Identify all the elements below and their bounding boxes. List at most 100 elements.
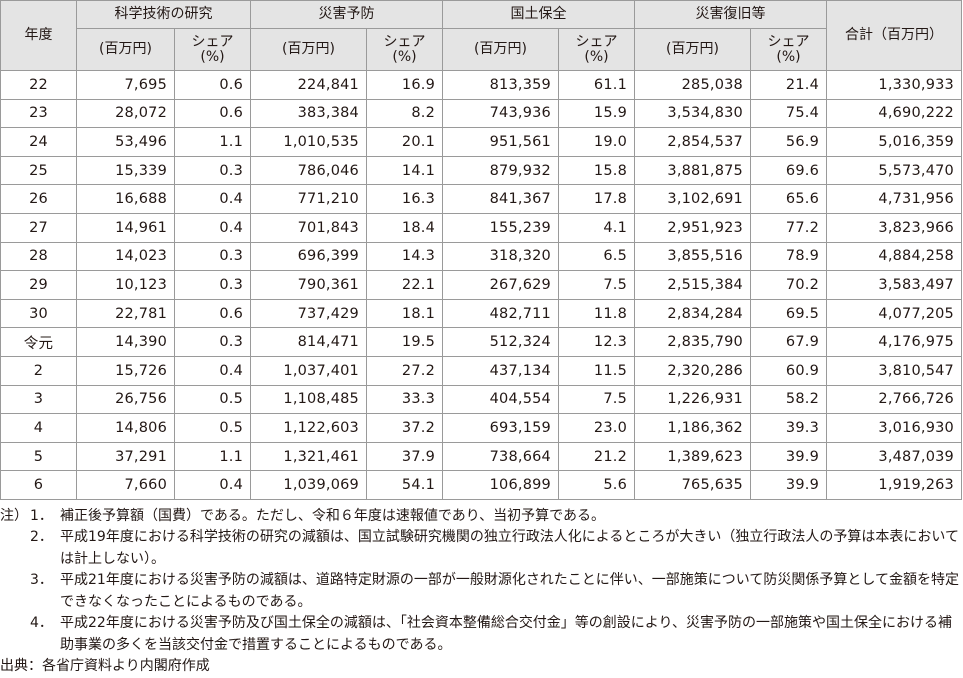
cell-total: 4,077,205 bbox=[826, 298, 962, 329]
table-row: 4 14,806 0.5 1,122,603 37.2 693,159 23.0 1,186,… bbox=[0, 413, 962, 443]
cell-prevention-amount: 1,321,461 bbox=[250, 441, 367, 472]
cell-science-amount: 14,390 bbox=[76, 327, 175, 357]
cell-prevention-share: 27.2 bbox=[366, 355, 443, 386]
cell-land-share: 61.1 bbox=[558, 70, 635, 100]
cell-land-share: 6.5 bbox=[558, 241, 635, 272]
cell-land-amount: 841,367 bbox=[442, 184, 559, 214]
cell-prevention-amount: 814,471 bbox=[250, 327, 367, 357]
cell-recovery-amount: 2,951,923 bbox=[634, 212, 751, 243]
cell-land-amount: 404,554 bbox=[442, 384, 559, 415]
cell-prevention-share: 54.1 bbox=[366, 470, 443, 500]
table-row: 30 22,781 0.6 737,429 18.1 482,711 11.8 2,834,2… bbox=[0, 298, 962, 329]
cell-recovery-share: 78.9 bbox=[750, 241, 827, 272]
header-amount: (百万円) bbox=[442, 28, 559, 71]
note-number: 3． bbox=[30, 572, 53, 589]
note-prefix bbox=[0, 613, 30, 656]
cell-prevention-amount: 1,039,069 bbox=[250, 470, 367, 500]
cell-science-share: 0.4 bbox=[174, 184, 251, 214]
cell-science-amount: 22,781 bbox=[76, 298, 175, 329]
header-amount: (百万円) bbox=[76, 28, 175, 71]
cell-science-amount: 14,806 bbox=[76, 413, 175, 443]
note-item: 注） 1． 補正後予算額（国費）である。ただし、令和６年度は速報値であり、当初予算で… bbox=[0, 506, 961, 528]
source-line: 出典：各省庁資料より内閣府作成 bbox=[0, 658, 210, 675]
cell-total: 1,919,263 bbox=[826, 470, 962, 500]
cell-total: 3,823,966 bbox=[826, 212, 962, 243]
cell-science-share: 0.6 bbox=[174, 98, 251, 129]
cell-science-share: 1.1 bbox=[174, 441, 251, 472]
table-row: 28 14,023 0.3 696,399 14.3 318,320 6.5 3,855,51… bbox=[0, 241, 962, 272]
cell-land-amount: 951,561 bbox=[442, 127, 559, 157]
cell-land-amount: 482,711 bbox=[442, 298, 559, 329]
cell-recovery-share: 69.5 bbox=[750, 298, 827, 329]
cell-total: 2,766,726 bbox=[826, 384, 962, 415]
cell-total: 3,487,039 bbox=[826, 441, 962, 472]
cell-total: 5,573,470 bbox=[826, 155, 962, 186]
cell-science-amount: 28,072 bbox=[76, 98, 175, 129]
header-prevention: 災害予防 bbox=[250, 0, 443, 29]
cell-year: 29 bbox=[0, 270, 77, 300]
header-science: 科学技術の研究 bbox=[76, 0, 251, 29]
cell-science-amount: 7,695 bbox=[76, 70, 175, 100]
table-row: 26 16,688 0.4 771,210 16.3 841,367 17.8 3,102,6… bbox=[0, 184, 962, 214]
cell-prevention-share: 19.5 bbox=[366, 327, 443, 357]
cell-recovery-share: 75.4 bbox=[750, 98, 827, 129]
cell-recovery-share: 39.3 bbox=[750, 413, 827, 443]
cell-recovery-amount: 285,038 bbox=[634, 70, 751, 100]
cell-prevention-amount: 696,399 bbox=[250, 241, 367, 272]
cell-year: 24 bbox=[0, 127, 77, 157]
cell-prevention-amount: 786,046 bbox=[250, 155, 367, 186]
note-item: 3． 平成21年度における災害予防の減額は、道路特定財源の一部が一般財源化されたこ… bbox=[0, 570, 961, 613]
cell-land-amount: 267,629 bbox=[442, 270, 559, 300]
note-text: 補正後予算額（国費）である。ただし、令和６年度は速報値であり、当初予算である。 bbox=[60, 507, 606, 524]
table-row: 25 15,339 0.3 786,046 14.1 879,932 15.8 3,881,8… bbox=[0, 155, 962, 186]
cell-land-share: 7.5 bbox=[558, 270, 635, 300]
header-share: シェア (%) bbox=[558, 28, 635, 71]
cell-science-amount: 16,688 bbox=[76, 184, 175, 214]
cell-science-share: 0.3 bbox=[174, 155, 251, 186]
cell-recovery-amount: 2,515,384 bbox=[634, 270, 751, 300]
cell-land-share: 19.0 bbox=[558, 127, 635, 157]
note-item: 2． 平成19年度における科学技術の研究の減額は、国立試験研究機関の独立行政法人化… bbox=[0, 527, 961, 570]
notes-section: 注） 1． 補正後予算額（国費）である。ただし、令和６年度は速報値であり、当初予算で… bbox=[0, 506, 961, 678]
cell-total: 4,884,258 bbox=[826, 241, 962, 272]
cell-recovery-amount: 2,320,286 bbox=[634, 355, 751, 386]
cell-prevention-share: 20.1 bbox=[366, 127, 443, 157]
header-share: シェア (%) bbox=[366, 28, 443, 71]
cell-prevention-share: 8.2 bbox=[366, 98, 443, 129]
note-text: 平成22年度における災害予防及び国土保全の減額は、「社会資本整備総合交付金」等の… bbox=[60, 615, 952, 653]
cell-land-amount: 106,899 bbox=[442, 470, 559, 500]
cell-total: 4,731,956 bbox=[826, 184, 962, 214]
cell-land-amount: 437,134 bbox=[442, 355, 559, 386]
table-row: 令元 14,390 0.3 814,471 19.5 512,324 12.3 2,835,7… bbox=[0, 327, 962, 357]
note-prefix bbox=[0, 527, 30, 570]
table-header: 年度 科学技術の研究 災害予防 国土保全 災害復旧等 合計（百万円） (百万円)… bbox=[0, 0, 962, 71]
cell-year: 25 bbox=[0, 155, 77, 186]
note-text: 平成21年度における災害予防の減額は、道路特定財源の一部が一般財源化されたことに… bbox=[60, 572, 959, 610]
cell-science-amount: 7,660 bbox=[76, 470, 175, 500]
cell-year: 3 bbox=[0, 384, 77, 415]
cell-recovery-share: 39.9 bbox=[750, 470, 827, 500]
cell-recovery-share: 70.2 bbox=[750, 270, 827, 300]
note-number: 2． bbox=[30, 529, 53, 546]
cell-land-amount: 879,932 bbox=[442, 155, 559, 186]
cell-science-share: 0.5 bbox=[174, 384, 251, 415]
cell-prevention-share: 18.1 bbox=[366, 298, 443, 329]
cell-science-share: 0.6 bbox=[174, 70, 251, 100]
cell-land-share: 7.5 bbox=[558, 384, 635, 415]
cell-recovery-share: 58.2 bbox=[750, 384, 827, 415]
cell-land-share: 12.3 bbox=[558, 327, 635, 357]
table-row: 2 15,726 0.4 1,037,401 27.2 437,134 11.5 2,320,… bbox=[0, 355, 962, 386]
cell-year: 6 bbox=[0, 470, 77, 500]
cell-science-share: 0.4 bbox=[174, 355, 251, 386]
header-recovery: 災害復旧等 bbox=[634, 0, 827, 29]
cell-total: 3,810,547 bbox=[826, 355, 962, 386]
cell-prevention-amount: 771,210 bbox=[250, 184, 367, 214]
header-share: シェア (%) bbox=[174, 28, 251, 71]
cell-land-share: 17.8 bbox=[558, 184, 635, 214]
header-total: 合計（百万円） bbox=[826, 0, 962, 71]
header-amount: (百万円) bbox=[634, 28, 751, 71]
cell-recovery-share: 65.6 bbox=[750, 184, 827, 214]
cell-prevention-amount: 224,841 bbox=[250, 70, 367, 100]
cell-land-share: 5.6 bbox=[558, 470, 635, 500]
